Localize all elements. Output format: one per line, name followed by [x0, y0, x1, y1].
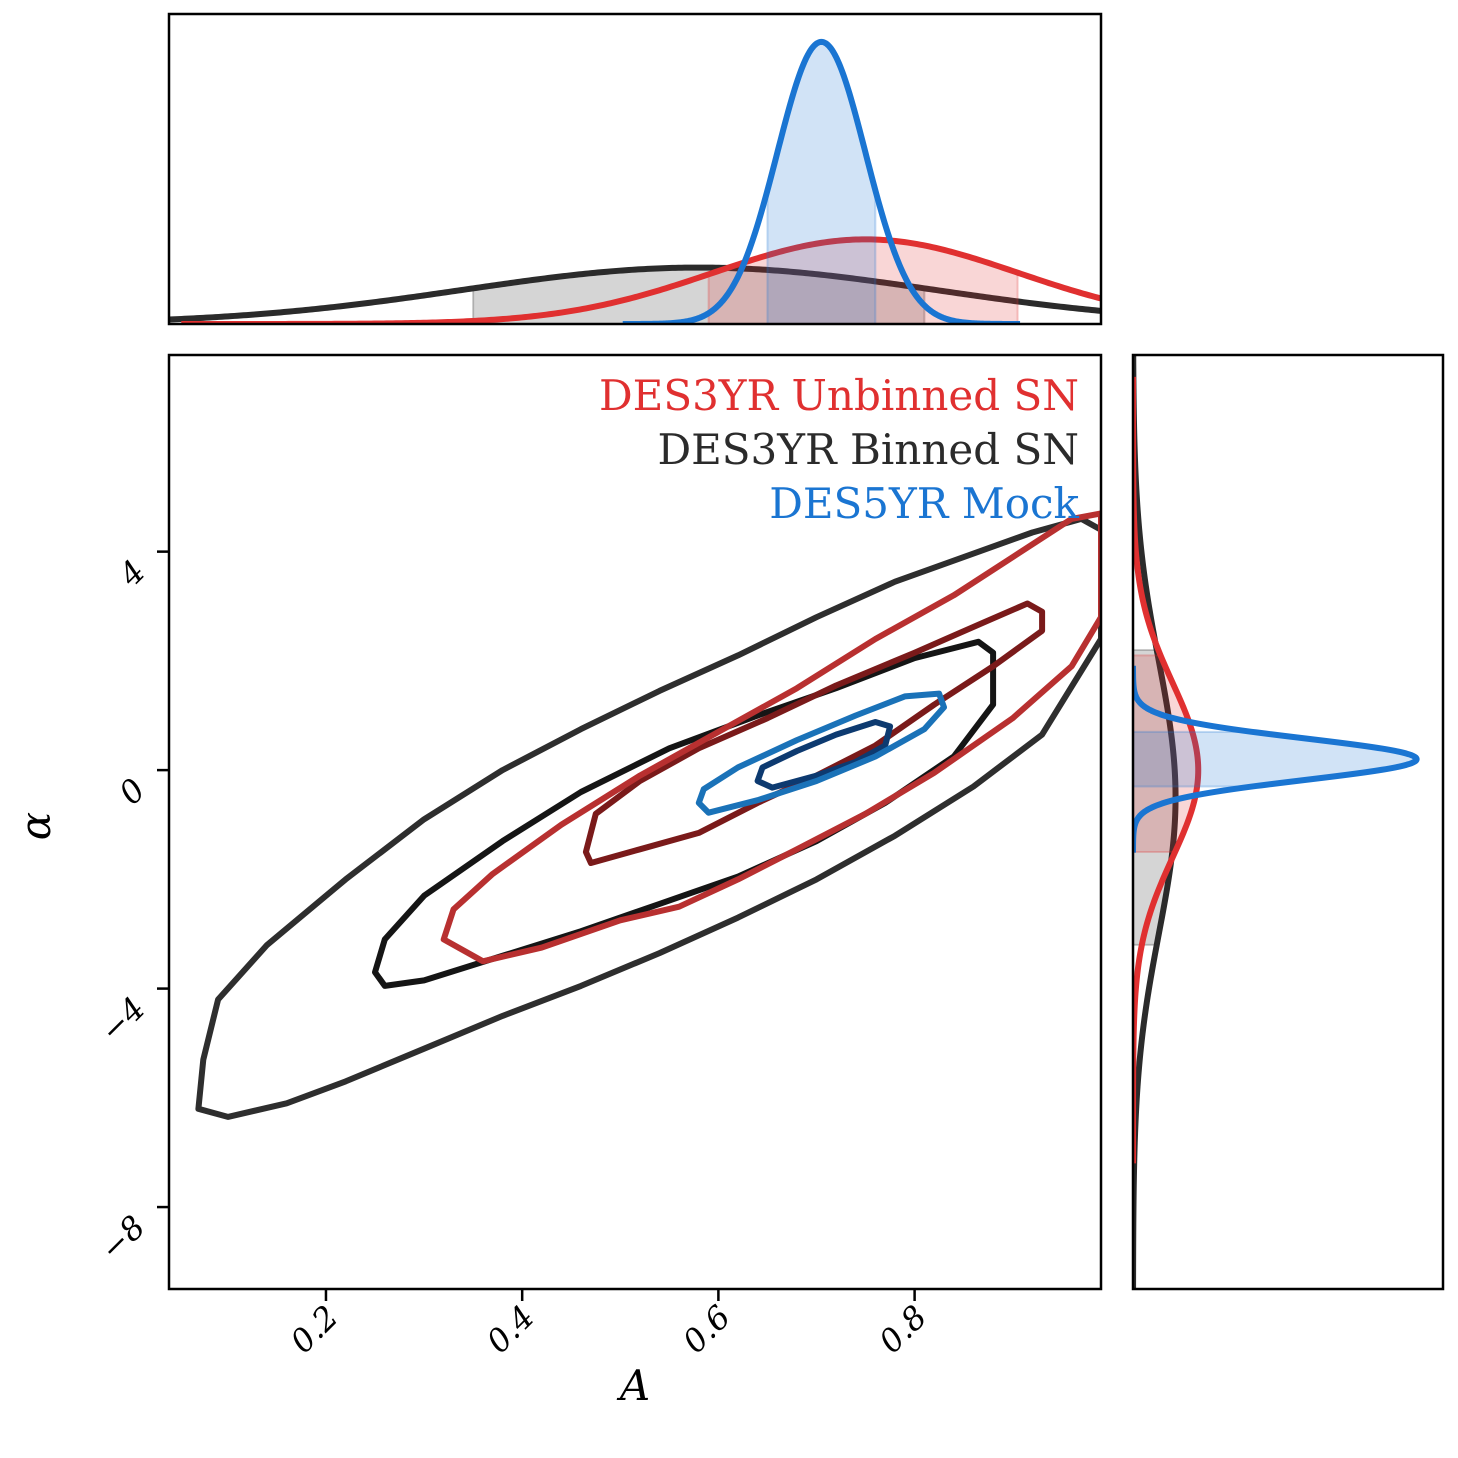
x-axis: 0.2 0.4 0.6 0.8	[283, 1289, 934, 1361]
marginal-a-curve-des5yr-mock	[621, 38, 1022, 324]
marginal-alpha-panel	[1133, 355, 1420, 1289]
joint-contour-frame	[167, 353, 1103, 1291]
contour-des3yr-unbinned-sn-outer	[440, 510, 1101, 965]
legend-entry: DES5YR Mock	[769, 479, 1079, 528]
contour-des5yr-mock-inner	[754, 719, 894, 791]
marginal-a-band-des5yr-mock	[766, 40, 877, 324]
marginal-alpha-curve-des5yr-mock	[1133, 663, 1420, 855]
x-tick-label: 0.6	[675, 1298, 738, 1361]
legend-entry: DES3YR Binned SN	[657, 425, 1079, 474]
contour-des3yr-binned-sn-inner	[372, 638, 997, 989]
y-tick-label: 4	[111, 552, 153, 594]
contour-des3yr-binned-sn-outer	[195, 515, 1101, 1120]
y-tick-label: −4	[92, 989, 152, 1049]
y-tick-label: 0	[111, 771, 152, 812]
legend: DES3YR Unbinned SN DES3YR Binned SN DES5YR…	[599, 371, 1080, 528]
joint-contour-panel	[195, 510, 1101, 1120]
y-axis-label: α	[11, 812, 60, 840]
x-axis-label: A	[616, 1361, 650, 1410]
x-tick-label: 0.2	[283, 1298, 346, 1361]
contour-des5yr-mock-outer	[695, 690, 947, 816]
marginal-a-frame	[167, 12, 1103, 326]
marginal-alpha-band-des5yr-mock	[1133, 730, 1418, 788]
marginal-alpha-frame	[1131, 353, 1445, 1291]
y-tick-label: −8	[92, 1208, 152, 1268]
marginal-a-panel	[169, 38, 1101, 324]
marginal-a-curve-des3yr-binned-sn	[169, 264, 1101, 323]
x-tick-label: 0.4	[479, 1298, 542, 1361]
legend-entry: DES3YR Unbinned SN	[599, 371, 1079, 420]
y-axis: 4 0 −4 −8	[92, 550, 169, 1268]
x-tick-label: 0.8	[871, 1298, 934, 1361]
